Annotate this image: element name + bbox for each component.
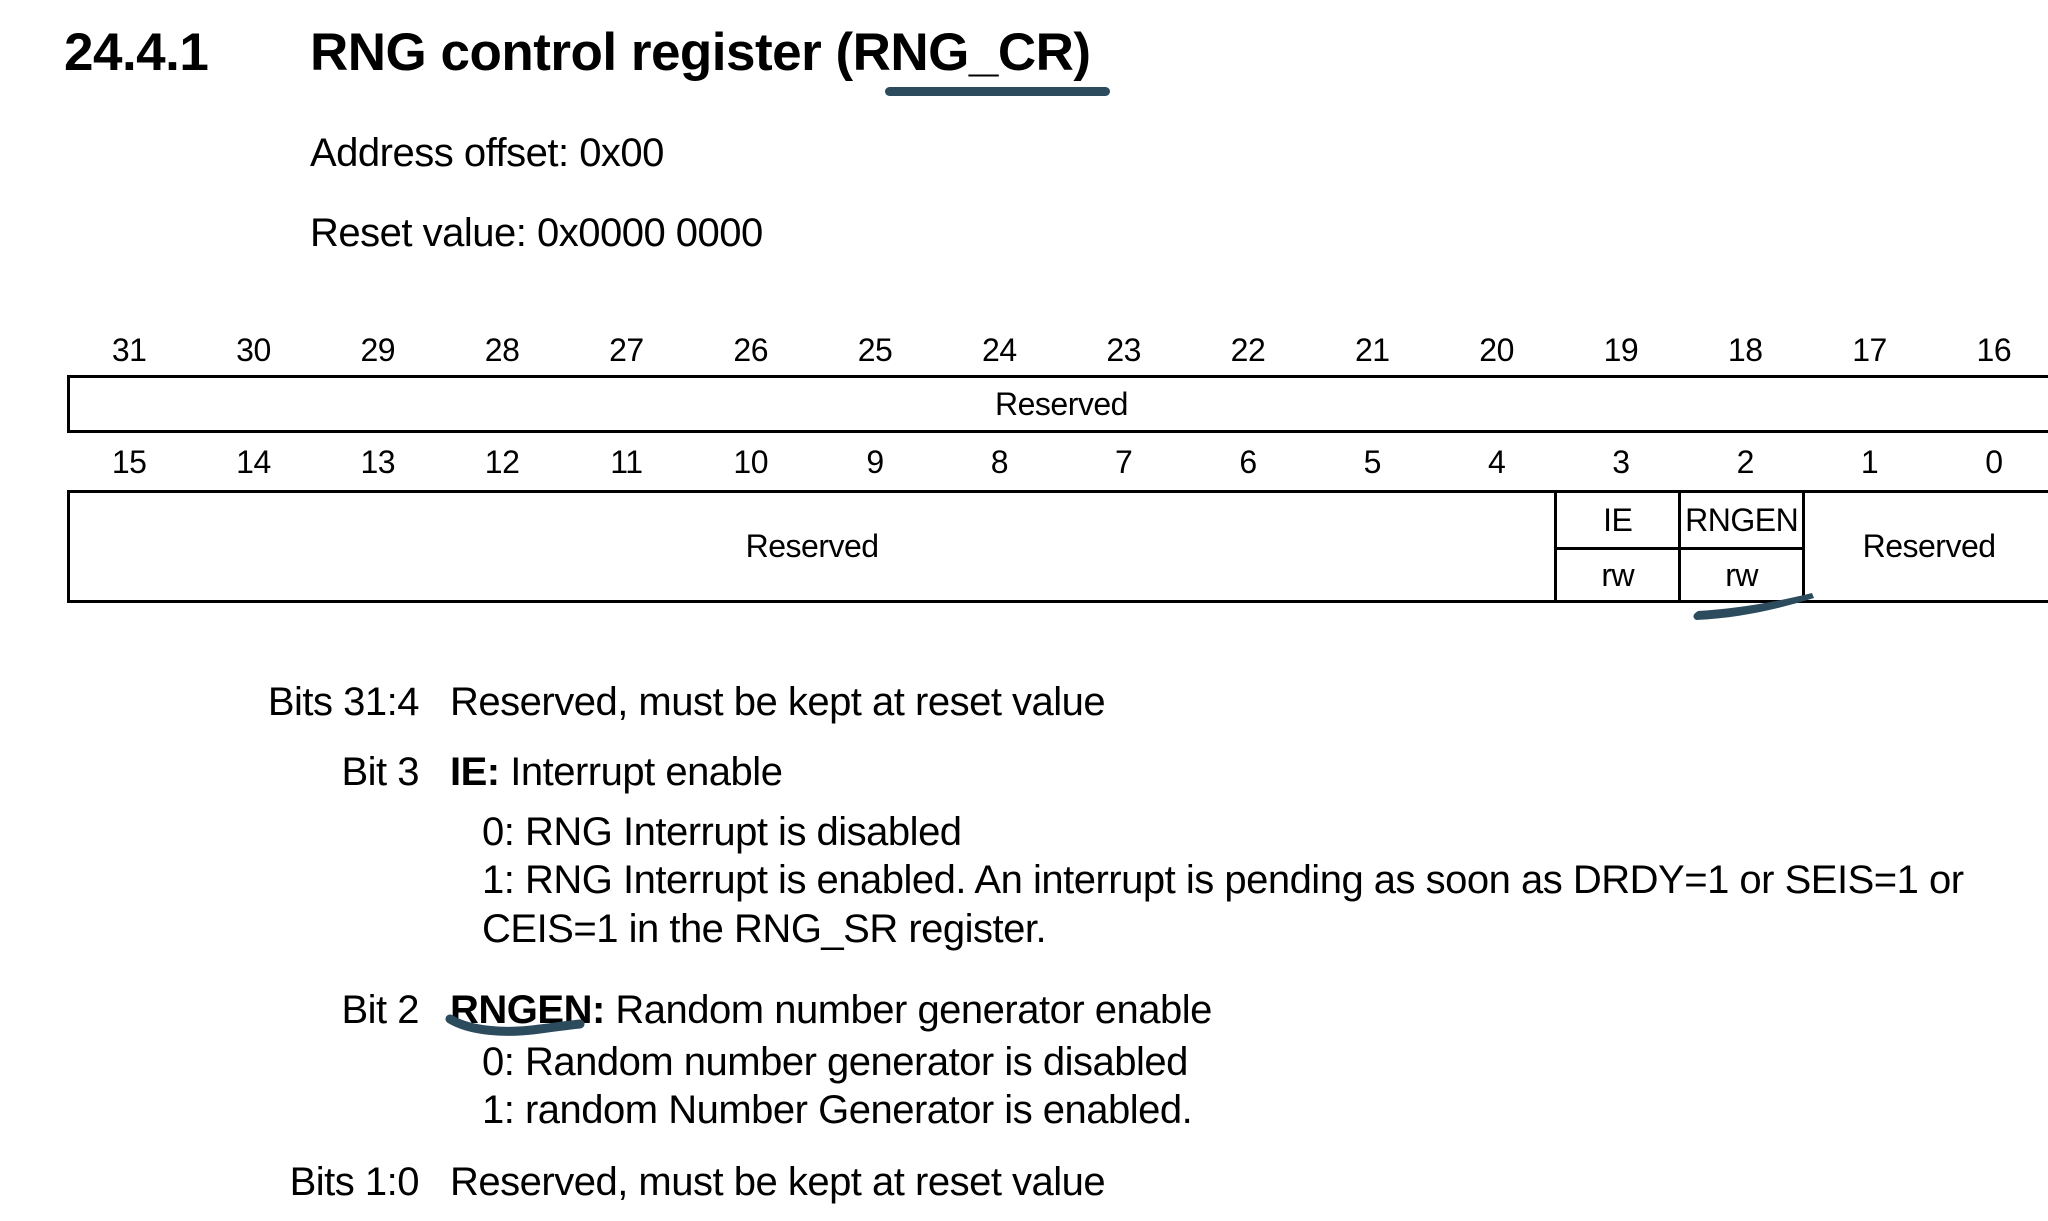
bit-number: 15 bbox=[111, 443, 147, 480]
bit-number: 19 bbox=[1603, 331, 1639, 368]
bit-number: 6 bbox=[1239, 443, 1257, 480]
bit-number: 3 bbox=[1612, 443, 1630, 480]
bit-number: 16 bbox=[1976, 331, 2012, 368]
page-title: RNG control register (RNG_CR) bbox=[310, 23, 1091, 82]
field-desc-bit-3: IE: Interrupt enable bbox=[450, 750, 783, 795]
bit-number: 13 bbox=[360, 443, 396, 480]
bit-number: 12 bbox=[484, 443, 520, 480]
reset-value: Reset value: 0x0000 0000 bbox=[310, 211, 763, 255]
rngen-value-0: 0: Random number generator is disabled bbox=[482, 1040, 1188, 1084]
bit-number: 17 bbox=[1852, 331, 1887, 368]
field-label-bit-2: Bit 2 bbox=[341, 988, 419, 1032]
bit-number: 26 bbox=[733, 331, 769, 368]
field-title-rngen: Random number generator enable bbox=[604, 988, 1212, 1032]
reserved-cell-1-0: Reserved bbox=[1862, 528, 1996, 564]
field-label-bit-3: Bit 3 bbox=[341, 750, 419, 794]
bit-number: 27 bbox=[609, 331, 644, 368]
ie-bit-cell: IE rw bbox=[1557, 493, 1682, 600]
field-label-bits-1-0: Bits 1:0 bbox=[289, 1160, 420, 1204]
bit-number: 18 bbox=[1727, 331, 1763, 368]
ie-value-1-line1: 1: RNG Interrupt is enabled. An interrup… bbox=[482, 858, 1964, 902]
bit-number: 5 bbox=[1363, 443, 1382, 480]
bit-number: 29 bbox=[360, 331, 396, 368]
bit-number: 7 bbox=[1115, 443, 1133, 480]
ie-value-0: 0: RNG Interrupt is disabled bbox=[482, 810, 962, 854]
field-desc-bits-1-0: Reserved, must be kept at reset value bbox=[450, 1160, 1106, 1204]
bit-number: 2 bbox=[1736, 443, 1755, 480]
bit-number: 28 bbox=[484, 331, 520, 368]
field-name-ie: IE: bbox=[450, 750, 500, 794]
bit-number: 9 bbox=[866, 443, 884, 480]
bit-number-row-high: 31 30 29 28 27 26 25 24 23 22 21 20 19 1… bbox=[67, 331, 2048, 369]
reserved-cell-15-4: Reserved bbox=[70, 493, 1558, 600]
bit-number: 23 bbox=[1106, 331, 1141, 368]
bit-number-row-low: 15 14 13 12 11 10 9 8 7 6 5 4 3 2 1 0 bbox=[67, 443, 2048, 481]
bit-number: 31 bbox=[111, 331, 147, 368]
bit-number: 22 bbox=[1230, 331, 1266, 368]
address-offset: Address offset: 0x00 bbox=[310, 131, 664, 175]
field-desc-bit-2: RNGEN: Random number generator enable bbox=[450, 988, 1212, 1033]
field-title-ie: Interrupt enable bbox=[499, 750, 783, 794]
register-row-low: Reserved IE rw RNGEN rw Reserved bbox=[67, 490, 2048, 603]
bit-number: 25 bbox=[857, 331, 893, 368]
bit-number: 30 bbox=[236, 331, 271, 368]
bit-number: 1 bbox=[1860, 443, 1879, 480]
ie-field-name: IE bbox=[1557, 493, 1679, 550]
rngen-field-name: RNGEN bbox=[1681, 493, 1803, 550]
reserved-cell-31-16: Reserved bbox=[995, 385, 1128, 422]
section-number: 24.4.1 bbox=[64, 23, 209, 82]
rngen-bit-cell: RNGEN rw bbox=[1681, 493, 1806, 600]
bit-number: 10 bbox=[733, 443, 769, 480]
bit-number: 14 bbox=[236, 443, 271, 480]
title-marker-underline bbox=[885, 87, 1110, 96]
rngen-value-1: 1: random Number Generator is enabled. bbox=[482, 1088, 1193, 1132]
ie-access: rw bbox=[1601, 556, 1635, 593]
field-name-rngen: RNGEN: bbox=[450, 988, 605, 1032]
bit-number: 21 bbox=[1354, 331, 1390, 368]
bit-number: 11 bbox=[610, 443, 643, 480]
register-row-high: Reserved bbox=[67, 375, 2048, 433]
bit-number: 8 bbox=[990, 443, 1009, 480]
bit-number: 4 bbox=[1487, 443, 1506, 480]
bit-number: 24 bbox=[982, 331, 1017, 368]
ie-value-1-line2: CEIS=1 in the RNG_SR register. bbox=[482, 907, 1047, 951]
field-desc-bits-31-4: Reserved, must be kept at reset value bbox=[450, 680, 1106, 724]
bit-number: 20 bbox=[1479, 331, 1514, 368]
bit-number: 0 bbox=[1985, 443, 2003, 480]
field-label-bits-31-4: Bits 31:4 bbox=[267, 680, 420, 724]
rngen-access: rw bbox=[1725, 556, 1759, 593]
